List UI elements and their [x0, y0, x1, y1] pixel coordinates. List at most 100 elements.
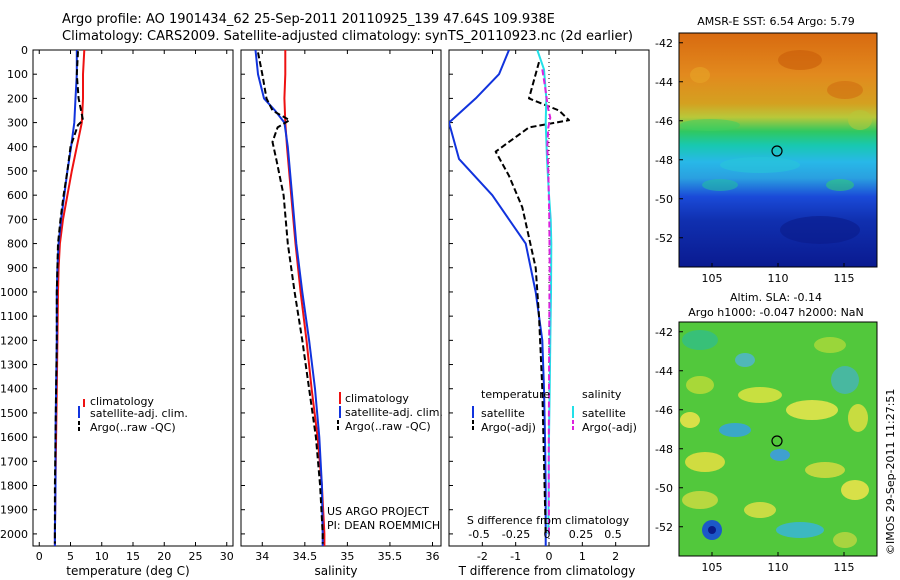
- x-tick-label: 0: [546, 550, 553, 563]
- y-tick-label: -48: [655, 154, 673, 167]
- figure-subtitle: Climatology: CARS2009. Satellite-adjuste…: [62, 29, 633, 44]
- y-tick-label: 100: [7, 68, 28, 81]
- y-tick-label: 400: [7, 141, 28, 154]
- s-difference-axis-label: S difference from climatology: [467, 514, 630, 527]
- x-tick-label: 30: [220, 550, 234, 563]
- legend-label-argo: Argo(..raw -QC): [345, 420, 431, 433]
- salinity-legend: climatology satellite-adj. clim. Argo(..…: [337, 392, 443, 433]
- y-tick-label: -46: [655, 115, 673, 128]
- y-tick-label: 1600: [0, 431, 28, 444]
- x-tick-label: 105: [702, 561, 723, 574]
- y-tick-label: 1400: [0, 383, 28, 396]
- x-tick-label: -2: [477, 550, 488, 563]
- y-tick-label: 1200: [0, 334, 28, 347]
- depth-axis: 0 100 200 300 400 500 600 700 800 900 1000 1100 1200…: [0, 44, 37, 541]
- y-tick-label: 300: [7, 117, 28, 130]
- sla-map-subtitle: Argo h1000: -0.047 h2000: NaN: [688, 306, 864, 319]
- series-line-argo-raw-qc: [53, 51, 84, 544]
- x-tick-label: 10: [95, 550, 109, 563]
- x-tick-label: 5: [67, 550, 74, 563]
- legend-label-climatology: climatology: [345, 392, 409, 405]
- x-tick-label: 110: [768, 561, 789, 574]
- salinity-panel: 34 34.5 35 35.5 36 salinity climatology sate…: [240, 49, 443, 578]
- x-tick-label: 25: [189, 550, 203, 563]
- difference-panel: -2 -1 0 1 2 T difference from climatology S …: [448, 49, 650, 578]
- legend-heading-temperature: temperature: [481, 388, 550, 401]
- difference-legend: temperature satellite Argo(-adj) salinit…: [472, 388, 637, 434]
- legend-label-satellite: satellite-adj. clim.: [345, 406, 443, 419]
- y-tick-label: -52: [655, 521, 673, 534]
- temperature-x-axis: 0 5 10 15 20 25 30: [36, 50, 234, 563]
- sla-map-axes: 105 110 115 -42 -44 -46 -48 -50 -52: [655, 326, 854, 574]
- argo-float-marker: [771, 145, 783, 157]
- temperature-axis-label: temperature (deg C): [66, 564, 189, 578]
- legend-label-satellite: satellite-adj. clim.: [90, 407, 188, 420]
- y-tick-label: 1900: [0, 504, 28, 517]
- y-tick-label: -50: [655, 193, 673, 206]
- x-tick-label: 15: [126, 550, 140, 563]
- x-tick-label: 20: [157, 550, 171, 563]
- sla-map-title: Altim. SLA: -0.14: [730, 291, 822, 304]
- y-tick-label: 1500: [0, 407, 28, 420]
- y-tick-label: 1300: [0, 359, 28, 372]
- s-tick-label: 0: [544, 528, 551, 541]
- series-line-temperature-satellite: [449, 50, 547, 546]
- x-tick-label: 115: [834, 561, 855, 574]
- sst-map-title: AMSR-E SST: 6.54 Argo: 5.79: [697, 15, 855, 28]
- y-tick-label: -52: [655, 232, 673, 245]
- sst-map-axes: 105 110 115 -42 -44 -46 -48 -50 -52: [655, 37, 854, 285]
- y-tick-label: 0: [21, 44, 28, 57]
- credit-project: US ARGO PROJECT: [327, 505, 429, 518]
- salinity-axis-label: salinity: [314, 564, 357, 578]
- x-tick-label: 115: [834, 272, 855, 285]
- x-tick-label: 2: [612, 550, 619, 563]
- series-line-salinity-argo-adj: [541, 69, 552, 534]
- sst-map: AMSR-E SST: 6.54 Argo: 5.79 105 110 115 -42…: [655, 15, 878, 285]
- x-tick-label: 34: [255, 550, 269, 563]
- y-tick-label: -50: [655, 482, 673, 495]
- s-difference-tick-labels: -0.5 -0.25 0 0.25 0.5: [468, 528, 621, 541]
- y-tick-label: 1000: [0, 286, 28, 299]
- y-tick-label: 1700: [0, 455, 28, 468]
- series-line-argo-raw-qc: [257, 52, 324, 544]
- x-tick-label: 36: [425, 550, 439, 563]
- y-tick-label: -42: [655, 37, 673, 50]
- legend-label-argo: Argo(..raw -QC): [90, 421, 176, 434]
- argo-float-marker: [771, 435, 783, 447]
- legend-label-s-argo: Argo(-adj): [582, 421, 637, 434]
- temperature-legend: climatology satellite-adj. clim. Argo(..…: [78, 395, 188, 434]
- salinity-x-axis: 34 34.5 35 35.5 36: [241, 49, 439, 563]
- salinity-axes-frame: [240, 49, 442, 547]
- y-tick-label: 500: [7, 165, 28, 178]
- credit-pi: PI: DEAN ROEMMICH: [327, 519, 440, 532]
- x-tick-label: 110: [768, 272, 789, 285]
- y-tick-label: 200: [7, 92, 28, 105]
- t-difference-x-axis: -2 -1 0 1 2: [449, 49, 619, 563]
- s-tick-label: 0.5: [604, 528, 622, 541]
- sst-texture: [680, 50, 872, 244]
- figure-title: Argo profile: AO 1901434_62 25-Sep-2011 …: [62, 12, 555, 27]
- x-tick-label: 0: [36, 550, 43, 563]
- temperature-axes-frame: [32, 49, 234, 547]
- y-tick-label: 800: [7, 238, 28, 251]
- y-tick-label: 1800: [0, 480, 28, 493]
- sla-texture: [680, 330, 869, 548]
- x-tick-label: 35.5: [378, 550, 403, 563]
- legend-heading-salinity: salinity: [582, 388, 622, 401]
- y-tick-label: 700: [7, 213, 28, 226]
- y-tick-label: 900: [7, 262, 28, 275]
- series-line-temperature-argo-adj: [494, 61, 570, 534]
- timestamp-credit: ©IMOS 29-Sep-2011 11:27:51: [884, 388, 897, 555]
- t-difference-axis-label: T difference from climatology: [458, 564, 636, 578]
- x-tick-label: -1: [510, 550, 521, 563]
- y-tick-label: -44: [655, 76, 673, 89]
- y-tick-label: -42: [655, 326, 673, 339]
- legend-label-t-satellite: satellite: [481, 407, 525, 420]
- legend-label-s-satellite: satellite: [582, 407, 626, 420]
- y-tick-label: -48: [655, 443, 673, 456]
- s-tick-label: -0.5: [468, 528, 489, 541]
- s-tick-label: 0.25: [569, 528, 594, 541]
- y-tick-label: -44: [655, 365, 673, 378]
- s-tick-label: -0.25: [502, 528, 530, 541]
